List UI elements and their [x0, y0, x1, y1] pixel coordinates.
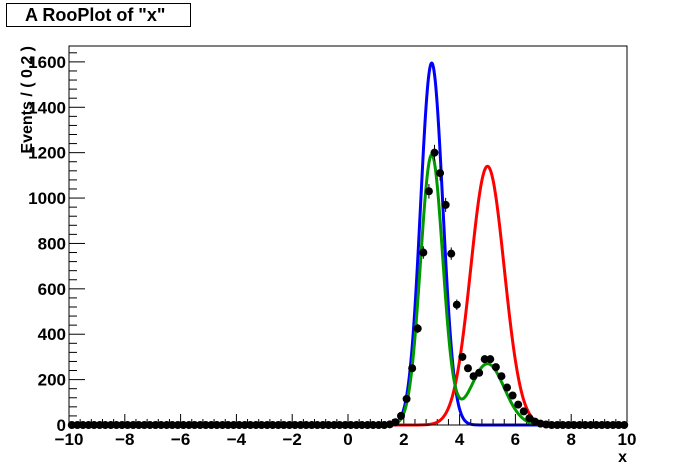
data-point: [397, 411, 406, 420]
x-tick-label: −8: [115, 430, 134, 449]
axis-ticks: [68, 52, 628, 426]
data-point: [447, 247, 456, 260]
y-axis-label: Events / ( 0.2 ): [19, 46, 36, 154]
curve-sum: [68, 153, 628, 427]
y-tick-label: 400: [38, 325, 66, 344]
data-point: [463, 364, 472, 373]
curve-sig1: [68, 61, 628, 427]
data-point: [475, 368, 484, 377]
plot-frame: [68, 45, 628, 426]
curve-sig2: [68, 164, 628, 427]
data-point: [486, 355, 495, 364]
y-tick-label: 800: [38, 234, 66, 253]
x-tick-label: −4: [227, 430, 247, 449]
data-point: [391, 418, 400, 427]
data-point: [430, 144, 439, 161]
data-point: [480, 355, 489, 364]
y-tick-label: 0: [57, 416, 66, 435]
data-point: [514, 400, 523, 409]
y-tick-label: 1600: [28, 53, 66, 72]
data-point: [491, 363, 500, 372]
x-tick-label: −6: [171, 430, 190, 449]
data-point: [402, 394, 411, 403]
pdf-curves: [68, 61, 628, 427]
data-point: [452, 299, 461, 310]
x-tick-label: 6: [511, 430, 520, 449]
data-point: [408, 364, 417, 373]
x-tick-label: 0: [343, 430, 352, 449]
y-tick-label: 600: [38, 280, 66, 299]
data-point: [519, 407, 528, 416]
y-tick-label: 1400: [28, 98, 66, 117]
data-point: [424, 183, 433, 199]
plot-title: A RooPlot of "x": [6, 3, 191, 27]
x-axis-label: x: [618, 449, 627, 466]
data-point: [436, 165, 445, 181]
x-tick-label: 4: [455, 430, 465, 449]
data-points: [67, 144, 629, 429]
x-tick-label: 10: [618, 430, 637, 449]
x-tick-label: −2: [283, 430, 302, 449]
x-tick-label: −10: [55, 430, 84, 449]
axis-tick-labels: −10 −8 −6 −4 −2 0 2 4 6 8 10 0 200 400 600 800 1000 1200 1…: [28, 53, 636, 449]
data-point: [419, 246, 428, 259]
x-tick-label: 8: [566, 430, 575, 449]
y-tick-label: 1000: [28, 189, 66, 208]
data-point: [413, 323, 422, 334]
y-tick-label: 1200: [28, 144, 66, 163]
data-point: [458, 352, 467, 361]
x-tick-label: 2: [399, 430, 408, 449]
y-tick-label: 200: [38, 371, 66, 390]
data-point: [441, 197, 450, 212]
data-point: [503, 383, 512, 392]
data-point: [508, 391, 517, 400]
data-point: [497, 372, 506, 381]
